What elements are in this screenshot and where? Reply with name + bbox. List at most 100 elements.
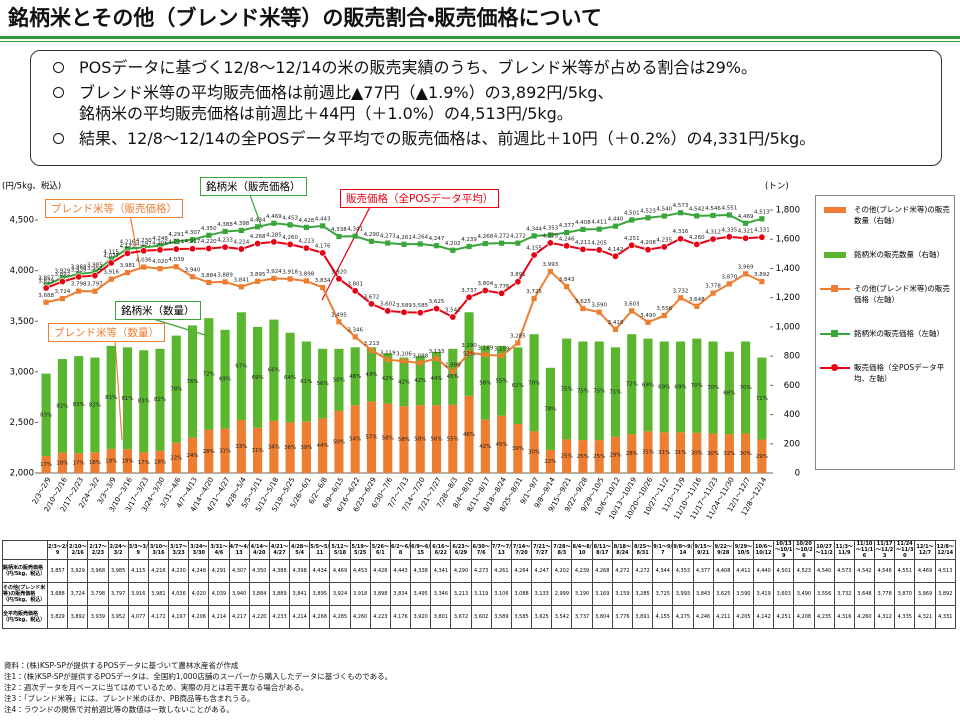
bar-segment [643,431,653,473]
arrow [249,194,263,229]
table-cell: 3,969 [914,582,936,606]
table-cell: 4,039 [208,582,230,606]
share-label: 24% [186,453,198,459]
value-label: 4,290 [364,232,380,238]
value-label: 3,625 [575,299,591,305]
share-label: 71% [756,396,768,402]
marker [238,227,244,234]
bar-segment [708,341,718,434]
table-header: 2/3～2/9 2/10～2/16 2/17～2/23 2/24～3/2 3/3～3/9… [2,540,957,560]
value-label: 4,036 [136,258,152,264]
table-header-cell: 7/7～7/13 [490,540,512,560]
table-cell: 3,892 [934,582,957,606]
marker [107,259,115,267]
table-cell: 3,542 [551,605,573,629]
table-cell: 3,918 [349,582,371,606]
value-label: 4,077 [103,253,119,259]
marker [271,275,277,281]
table-cell: 3,419 [753,582,775,606]
value-label: 4,217 [185,239,201,245]
legend-swatch [824,207,846,213]
value-label: 3,920 [331,269,347,275]
bullet-line: ブレンド米等の平均販売価格は前週比▲77円（▲1.9%）の3,892円/5kg、 [79,83,614,102]
table-cell: 3,169 [591,582,613,606]
table-header-cell: 9/22～9/28 [712,540,734,560]
bar-segment [659,432,669,473]
table-header-cell: 2/24～3/2 [107,540,129,560]
table-cell: 3,688 [46,582,69,606]
bar-segment [497,415,507,473]
table-row: その他(ブレンド米等)の販売価格（円/5kg、税込） 3,688 3,724 3,79… [2,582,957,606]
table-cell: 4,020 [188,582,210,606]
value-label: 3,602 [380,301,396,307]
marker [758,233,766,241]
table-cell: 3,602 [470,605,492,629]
marker [417,360,423,366]
value-label: 4,353 [543,225,559,231]
marker [580,226,586,233]
marker [172,245,180,253]
marker [515,340,521,346]
y2-tick-label: 1,400 [776,264,800,274]
table-header-cell: 2/10～2/16 [67,540,89,560]
value-label: 3,590 [591,303,607,309]
marker [206,232,212,238]
table-cell: 4,172 [147,605,170,629]
table-cell: 4,206 [188,605,210,629]
share-label: 30% [691,450,703,456]
y2-tick-label: 1,000 [776,322,800,332]
bar-segment [253,326,263,428]
table-cell: 4,155 [652,605,674,629]
marker [499,353,505,359]
value-label: 4,341 [347,227,363,233]
y-tick-label: 2,500 [10,418,34,428]
table-cell: 2,999 [551,582,573,606]
table-cell: 4,261 [490,559,512,583]
table-cell: 4,233 [268,605,291,629]
value-label: 3,778 [705,284,721,290]
bar-segment [90,452,100,473]
marker [320,223,326,229]
value-label: 4,275 [543,233,559,239]
table-cell: 4,341 [430,559,452,583]
share-label: 18% [56,460,68,466]
table-cell: 4,247 [531,559,553,583]
table-header-cell: 11/24～11/30 [894,540,916,560]
marker [482,240,488,247]
bar-segment [757,357,767,440]
value-label: 3,725 [526,289,542,295]
legend-label: 銘柄米の販売価格（左軸） [854,329,944,338]
value-label: 4,264 [412,234,428,240]
table-cell: 3,732 [833,582,855,606]
value-label: 3,648 [689,297,705,303]
marker [612,223,619,229]
y2-tick-label: 400 [784,410,800,420]
marker [287,276,293,282]
marker [91,272,99,280]
value-label: 3,798 [71,282,87,288]
bar-segment [448,404,458,473]
legend-label: その他(ブレンド米等)の販売価格（左軸） [854,284,950,304]
arrow [129,214,141,269]
share-label: 55% [495,378,507,384]
value-label: 3,542 [445,308,461,314]
table-cell: 4,335 [894,605,916,629]
value-label: 3,985 [87,263,103,269]
table-cell: 4,273 [470,559,492,583]
value-label: 3,672 [364,294,380,300]
value-label: 4,020 [152,259,168,265]
share-label: 70% [528,380,540,386]
table-cell: 3,829 [46,605,69,629]
table-cell: 4,469 [329,559,351,583]
value-label: 3,190 [461,343,477,349]
value-label: 4,513 [754,209,770,215]
marker [367,300,375,308]
marker [742,234,750,242]
y2-tick-label: 600 [784,381,800,391]
marker [385,240,391,246]
annotation: 販売価格（全POSデータ平均） [340,189,500,208]
y2-tick-label: 1,600 [776,235,800,245]
marker [270,238,278,246]
